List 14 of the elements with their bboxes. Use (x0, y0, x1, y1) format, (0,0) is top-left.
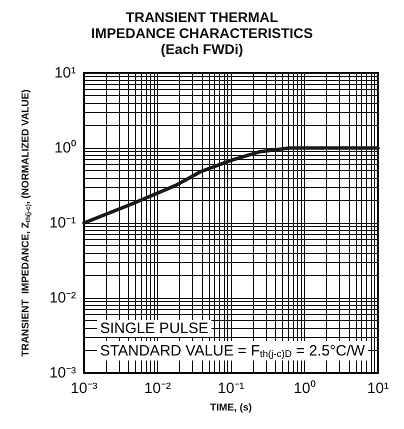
y-tick-label: 10¹ (54, 64, 76, 82)
chart-title: TRANSIENT THERMAL IMPEDANCE CHARACTERISTICS (91, 9, 313, 41)
annotation: SINGLE PULSE (100, 320, 208, 337)
x-tick-label: 10⁻¹ (218, 380, 244, 397)
chart-subtitle: (Each FWDi) (160, 41, 244, 57)
x-tick-label: 10¹ (367, 380, 389, 397)
x-axis-title: TIME, (s) (210, 402, 252, 414)
x-tick-label: 10⁻² (144, 380, 171, 397)
y-tick-label: 10⁰ (54, 140, 76, 156)
y-tick-label: 10⁻³ (49, 364, 76, 382)
y-tick-label: 10⁻² (49, 290, 76, 306)
x-tick-label: 10⁰ (294, 380, 316, 397)
x-tick-label: 10⁻³ (70, 380, 98, 397)
y-tick-label: 10⁻¹ (49, 214, 76, 232)
